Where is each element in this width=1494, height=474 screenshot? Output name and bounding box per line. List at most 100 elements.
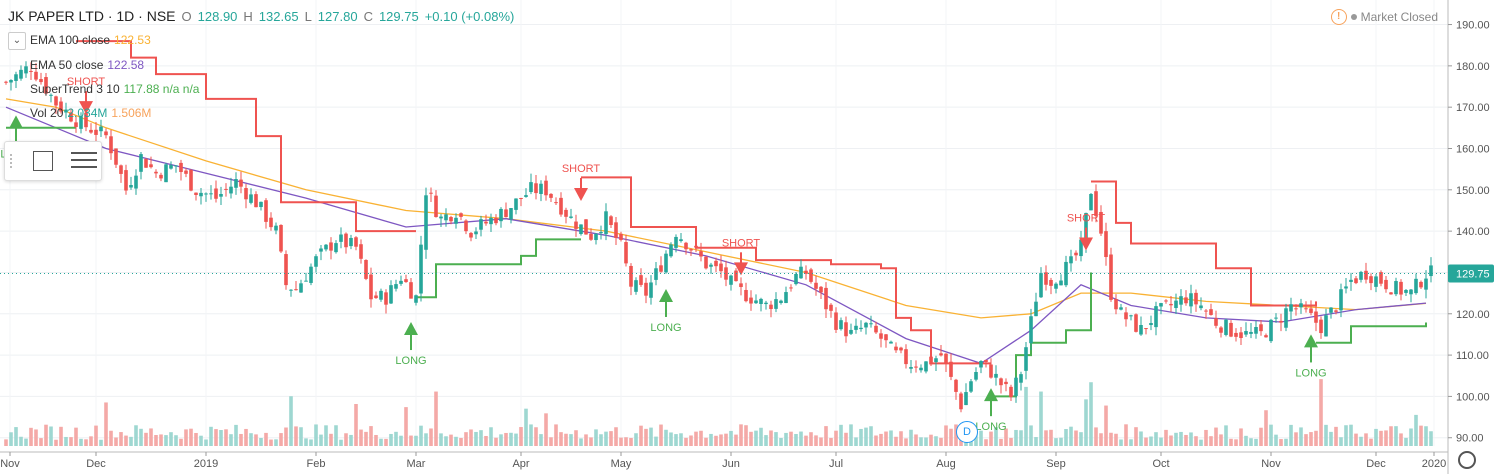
supertrend-down-segment xyxy=(76,40,416,233)
symbol-title[interactable]: JK PAPER LTD · 1D · NSE xyxy=(8,8,176,24)
candle xyxy=(439,216,443,219)
candle xyxy=(1374,276,1378,287)
volume-bar xyxy=(759,427,763,446)
volume-bar xyxy=(809,432,813,446)
volume-bar xyxy=(94,425,98,446)
volume-bar xyxy=(479,430,483,446)
candle xyxy=(1044,272,1048,285)
volume-bar xyxy=(474,431,478,446)
candle xyxy=(619,233,623,240)
short-signal-label: SHORT xyxy=(1067,213,1106,225)
candle xyxy=(759,298,763,304)
candle xyxy=(644,282,648,296)
volume-bar xyxy=(1359,436,1363,446)
x-tick-label: May xyxy=(611,458,632,470)
candle xyxy=(69,112,73,122)
long-signal-label: LONG xyxy=(395,355,426,367)
volume-bar xyxy=(1039,391,1043,446)
collapse-icon[interactable]: ⌄ xyxy=(8,32,26,50)
candle xyxy=(1219,327,1223,333)
candle xyxy=(949,361,953,377)
volume-bar xyxy=(729,430,733,446)
candle xyxy=(154,171,158,174)
volume-bar xyxy=(919,437,923,446)
candle xyxy=(364,259,368,279)
plot-area xyxy=(0,0,1448,446)
volume-bar xyxy=(869,426,873,446)
candle xyxy=(449,217,453,222)
volume-bar xyxy=(1224,425,1228,446)
volume-bar xyxy=(424,433,428,446)
volume-bar xyxy=(654,436,658,446)
candle xyxy=(849,329,853,334)
candle xyxy=(269,217,273,228)
drag-handle[interactable] xyxy=(10,154,16,168)
short-signal-arrow xyxy=(734,262,748,276)
short-signal-arrow xyxy=(574,187,588,201)
volume-bar xyxy=(1084,399,1088,446)
volume-bar xyxy=(499,434,503,446)
candle xyxy=(1149,323,1153,326)
candle xyxy=(1069,256,1073,264)
candle xyxy=(989,364,993,378)
volume-bar xyxy=(319,434,323,446)
volume-bar xyxy=(754,430,758,446)
y-tick-label: 170.00 xyxy=(1456,102,1490,114)
settings-gear-icon[interactable] xyxy=(1458,451,1476,469)
candle xyxy=(29,70,33,72)
volume-bar xyxy=(694,431,698,446)
candle xyxy=(959,393,963,410)
volume-bar xyxy=(829,437,833,446)
volume-bar xyxy=(1104,405,1108,446)
volume-bar xyxy=(559,432,563,446)
candle xyxy=(794,273,798,285)
volume-bar xyxy=(1189,432,1193,446)
candle xyxy=(1414,278,1418,294)
candle xyxy=(319,248,323,252)
rectangle-icon[interactable] xyxy=(33,151,53,171)
volume-bar xyxy=(9,432,13,446)
volume-bar xyxy=(444,436,448,446)
x-tick-label: Feb xyxy=(307,458,326,470)
volume-bar xyxy=(594,429,598,446)
volume-bar xyxy=(454,436,458,446)
volume-bar xyxy=(339,439,343,446)
volume-bar xyxy=(944,425,948,446)
candle xyxy=(1424,278,1428,290)
volume-bar xyxy=(799,431,803,446)
candle xyxy=(1294,308,1298,310)
volume-bar xyxy=(1259,427,1263,446)
indicator-supertrend[interactable]: SuperTrend 3 10 117.88 n/a n/a xyxy=(30,82,200,96)
indicator-ema100[interactable]: EMA 100 close 122.53 xyxy=(30,33,151,47)
volume-bar xyxy=(634,433,638,446)
candle xyxy=(1074,252,1078,256)
candle xyxy=(74,122,78,128)
candle xyxy=(789,287,793,289)
candle xyxy=(179,162,183,173)
volume-bar xyxy=(244,428,248,446)
indicator-ema50[interactable]: EMA 50 close 122.58 xyxy=(30,58,145,72)
volume-bar xyxy=(239,433,243,446)
indicator-volume[interactable]: Vol 20 2.034M 1.506M xyxy=(30,106,152,120)
dividend-marker[interactable]: D xyxy=(956,421,978,443)
candle xyxy=(109,136,113,154)
volume-bar xyxy=(1119,439,1123,446)
candle xyxy=(899,347,903,351)
volume-bar xyxy=(189,428,193,446)
candle xyxy=(64,109,68,113)
candle xyxy=(724,267,728,280)
candle xyxy=(494,217,498,224)
candle xyxy=(1384,279,1388,290)
candle xyxy=(1014,377,1018,396)
volume-bar xyxy=(399,435,403,446)
menu-icon[interactable] xyxy=(71,152,97,168)
volume-bar xyxy=(1159,437,1163,446)
volume-bar xyxy=(1169,435,1173,446)
volume-bar xyxy=(1379,430,1383,446)
volume-bar xyxy=(229,434,233,446)
volume-bar xyxy=(719,434,723,446)
volume-bar xyxy=(1124,424,1128,446)
candle xyxy=(384,292,388,305)
warning-icon[interactable]: ! xyxy=(1330,9,1347,25)
